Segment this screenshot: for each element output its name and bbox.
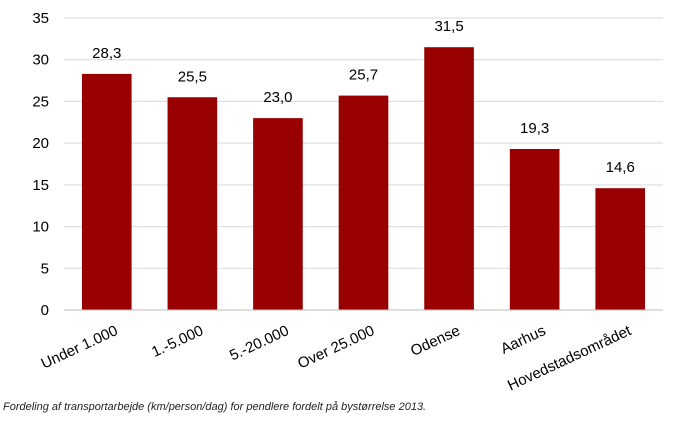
bar: [595, 188, 646, 310]
y-axis-ticks: 0 5 10 15 20 25 30 35: [32, 10, 49, 319]
figure-caption: Fordeling af transportarbejde (km/person…: [3, 401, 427, 413]
category-label: 1.-5.000: [149, 322, 206, 361]
bar: [81, 73, 132, 310]
category-label: Odense: [408, 322, 463, 360]
bar: [253, 118, 303, 310]
data-label: 31,5: [434, 18, 463, 35]
data-label: 28,3: [92, 45, 121, 62]
bars: [81, 47, 646, 311]
y-tick-label: 15: [32, 177, 49, 194]
data-labels: 28,3 25,5 23,0 25,7 31,5 19,3 14,6: [92, 18, 635, 176]
category-label: Aarhus: [498, 322, 548, 357]
category-labels: Under 1.000 1.-5.000 5.-20.000 Over 25.000 O…: [38, 322, 634, 394]
y-tick-label: 5: [41, 260, 49, 277]
y-tick-label: 20: [32, 135, 49, 152]
bar: [167, 97, 218, 310]
data-label: 14,6: [606, 159, 635, 176]
data-label: 19,3: [520, 120, 549, 137]
bar: [424, 47, 474, 310]
data-label: 25,5: [178, 68, 207, 85]
category-label: Over 25.000: [295, 322, 377, 372]
data-label: 23,0: [263, 89, 292, 106]
y-tick-label: 35: [32, 10, 49, 27]
bar: [509, 148, 560, 310]
bar: [338, 95, 389, 311]
category-label: 5.-20.000: [227, 322, 292, 364]
y-tick-label: 0: [41, 302, 49, 319]
y-tick-label: 25: [32, 93, 49, 110]
y-tick-label: 10: [32, 219, 49, 236]
y-tick-label: 30: [32, 52, 49, 69]
data-label: 25,7: [349, 67, 378, 84]
category-label: Under 1.000: [38, 322, 120, 372]
